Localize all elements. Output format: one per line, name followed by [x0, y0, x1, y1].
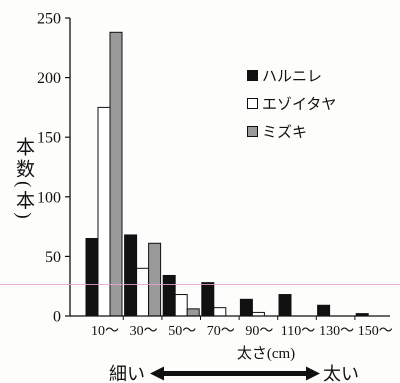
- bar-harunire-110: [278, 294, 292, 317]
- bar-harunire-90: [239, 298, 253, 317]
- x-tick-label-50: 50〜: [168, 324, 196, 339]
- direction-label-thick: 太い: [323, 364, 359, 383]
- y-tick-label-250: 250: [37, 11, 61, 28]
- legend-label-ezoitaya: エゾイタヤ: [262, 96, 337, 113]
- legend-label-mizuki: ミズキ: [262, 124, 308, 141]
- legend-label-harunire: ハルニレ: [262, 68, 323, 85]
- y-axis-label: 本数(本): [13, 137, 34, 222]
- bar-ezoitaya-70: [213, 307, 227, 317]
- legend-item-harunire: ハルニレ: [247, 61, 336, 89]
- x-axis-label: 太さ(cm): [237, 345, 295, 362]
- x-tick-label-110: 110〜: [281, 324, 315, 339]
- bar-mizuki-30: [148, 242, 162, 317]
- legend-swatch-mizuki: [247, 125, 258, 137]
- bar-harunire-10: [85, 238, 99, 317]
- bar-ezoitaya-30: [136, 267, 150, 317]
- legend: ハルニレ エゾイタヤ ミズキ: [247, 61, 336, 145]
- bar-mizuki-50: [186, 308, 200, 317]
- legend-item-mizuki: ミズキ: [247, 117, 336, 145]
- y-tick-label-200: 200: [37, 70, 61, 87]
- direction-label-thin: 細い: [109, 364, 145, 383]
- bar-ezoitaya-50: [174, 294, 188, 317]
- bar-harunire-70: [201, 282, 215, 317]
- double-arrow-icon: [150, 366, 320, 381]
- bar-harunire-50: [162, 274, 176, 317]
- x-tick-label-150: 150〜: [358, 324, 393, 339]
- x-tick-label-10: 10〜: [91, 324, 119, 339]
- x-tick-label-70: 70〜: [207, 324, 235, 339]
- bar-harunire-130: [317, 304, 331, 317]
- axis-ticks: 10〜 30〜 50〜 70〜 90〜 110〜 130〜 150〜 0 50 100 150 200 2…: [37, 11, 393, 340]
- bar-ezoitaya-10: [97, 106, 111, 317]
- x-tick-label-30: 30〜: [130, 324, 158, 339]
- legend-swatch-harunire: [247, 69, 258, 81]
- legend-item-ezoitaya: エゾイタヤ: [247, 89, 336, 117]
- bars: [85, 31, 369, 317]
- y-tick-label-100: 100: [37, 189, 61, 206]
- legend-swatch-ezoitaya: [247, 97, 258, 109]
- x-tick-label-130: 130〜: [319, 324, 354, 339]
- bar-mizuki-10: [109, 31, 123, 317]
- y-tick-label-50: 50: [45, 249, 61, 266]
- bar-harunire-30: [124, 234, 138, 317]
- x-tick-label-90: 90〜: [245, 324, 273, 339]
- y-tick-label-150: 150: [37, 130, 61, 147]
- y-tick-label-0: 0: [53, 309, 61, 326]
